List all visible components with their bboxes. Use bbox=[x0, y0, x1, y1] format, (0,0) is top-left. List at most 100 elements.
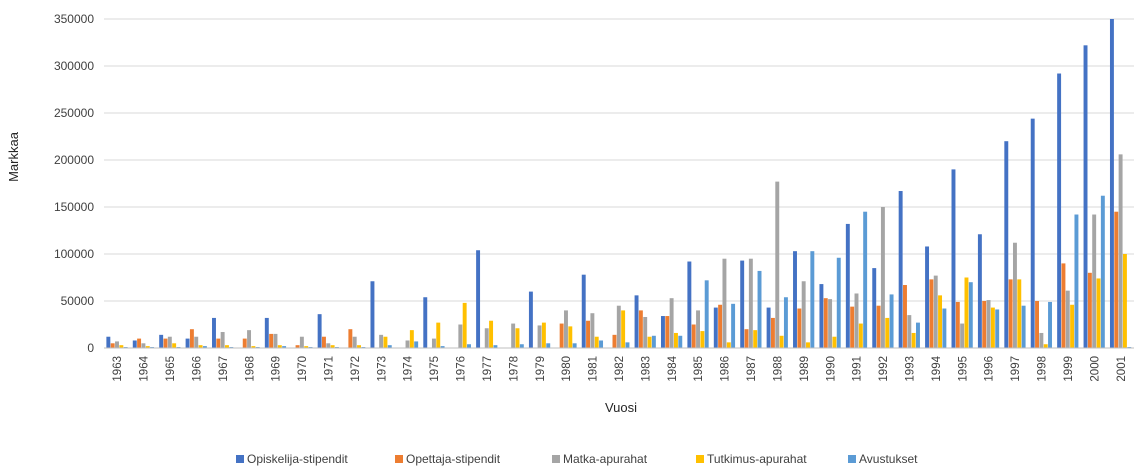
bar bbox=[718, 304, 723, 348]
bar bbox=[700, 331, 705, 348]
x-tick-label: 1990 bbox=[825, 356, 837, 382]
bar bbox=[423, 297, 428, 348]
x-tick-label: 1980 bbox=[561, 356, 573, 382]
bar bbox=[713, 307, 718, 348]
bar bbox=[511, 323, 516, 348]
bar bbox=[911, 332, 916, 348]
legend-swatch bbox=[552, 455, 560, 463]
bar bbox=[348, 329, 353, 348]
bar bbox=[489, 320, 494, 348]
bar bbox=[836, 257, 841, 348]
x-tick-label: 1998 bbox=[1037, 356, 1049, 382]
bar bbox=[634, 295, 639, 348]
x-tick-label: 1969 bbox=[271, 356, 283, 382]
bar bbox=[586, 320, 591, 348]
bar bbox=[616, 305, 621, 348]
bar bbox=[783, 297, 788, 348]
bar bbox=[995, 309, 1000, 348]
x-tick-label: 1966 bbox=[191, 356, 203, 382]
bar bbox=[638, 310, 643, 348]
bar bbox=[559, 323, 564, 348]
bar bbox=[220, 332, 225, 348]
legend-swatch bbox=[236, 455, 244, 463]
bar bbox=[696, 310, 700, 348]
legend-label: Avustukset bbox=[859, 452, 918, 466]
bar bbox=[885, 317, 890, 348]
bar bbox=[1048, 301, 1052, 348]
x-tick-label: 1976 bbox=[456, 356, 468, 382]
bar bbox=[1114, 211, 1119, 348]
bar bbox=[1061, 263, 1066, 348]
gridlines bbox=[104, 18, 1134, 302]
bar bbox=[564, 310, 568, 348]
x-tick-label: 1978 bbox=[508, 356, 520, 382]
bar bbox=[779, 335, 784, 348]
bar bbox=[590, 313, 595, 348]
bar bbox=[379, 334, 384, 348]
y-tick-label: 350000 bbox=[54, 12, 94, 26]
bar bbox=[955, 301, 960, 348]
x-tick-label: 1987 bbox=[746, 356, 758, 382]
y-tick-label: 250000 bbox=[54, 106, 94, 120]
bar bbox=[1092, 214, 1097, 348]
bar bbox=[189, 329, 194, 348]
x-tick-label: 1981 bbox=[588, 356, 600, 382]
bar bbox=[110, 343, 115, 348]
bar bbox=[647, 336, 652, 348]
bar bbox=[1065, 290, 1070, 348]
bar bbox=[775, 181, 780, 348]
x-tick-label: 1974 bbox=[403, 355, 415, 381]
x-tick-label: 1995 bbox=[957, 356, 969, 382]
y-tick-label: 150000 bbox=[54, 200, 94, 214]
bar bbox=[982, 301, 987, 348]
bar bbox=[247, 330, 252, 348]
x-tick-label: 1975 bbox=[429, 356, 441, 382]
x-tick-label: 1971 bbox=[324, 356, 336, 382]
bar bbox=[845, 223, 850, 348]
bar bbox=[493, 345, 498, 348]
legend-label: Matka-apurahat bbox=[563, 452, 648, 466]
x-tick-label: 1993 bbox=[905, 356, 917, 382]
bar bbox=[172, 343, 177, 348]
bar bbox=[828, 299, 833, 348]
bar bbox=[431, 338, 436, 348]
x-tick-label: 2001 bbox=[1116, 356, 1128, 382]
bar bbox=[964, 277, 969, 348]
bar bbox=[1057, 73, 1062, 349]
bar bbox=[722, 258, 727, 348]
bar bbox=[321, 336, 326, 348]
bar bbox=[1004, 141, 1009, 348]
bar bbox=[546, 343, 551, 348]
bar bbox=[115, 341, 119, 348]
bar bbox=[977, 234, 982, 348]
bar bbox=[581, 274, 586, 348]
bar bbox=[876, 305, 881, 348]
bar bbox=[1074, 214, 1079, 348]
legend-swatch bbox=[848, 455, 856, 463]
x-tick-label: 1967 bbox=[218, 356, 230, 382]
bar bbox=[942, 308, 947, 348]
bar bbox=[929, 279, 934, 348]
bar bbox=[907, 315, 912, 348]
bar bbox=[251, 346, 256, 348]
x-tick-label: 1979 bbox=[535, 356, 547, 382]
legend-label: Opettaja-stipendit bbox=[406, 452, 501, 466]
bar bbox=[476, 250, 481, 348]
x-tick-label: 1963 bbox=[112, 356, 124, 382]
bar bbox=[163, 338, 168, 348]
bar bbox=[968, 282, 973, 348]
x-tick-label: 1986 bbox=[720, 356, 732, 382]
bar bbox=[916, 322, 920, 348]
bar bbox=[436, 322, 441, 348]
bar bbox=[409, 330, 414, 348]
bar bbox=[387, 345, 392, 348]
bar bbox=[383, 336, 388, 348]
bar bbox=[770, 317, 775, 348]
x-tick-label: 1994 bbox=[931, 355, 943, 381]
bar bbox=[863, 211, 868, 348]
legend-swatch bbox=[395, 455, 403, 463]
bar bbox=[599, 340, 604, 348]
bar bbox=[458, 324, 463, 348]
bar bbox=[185, 338, 190, 348]
